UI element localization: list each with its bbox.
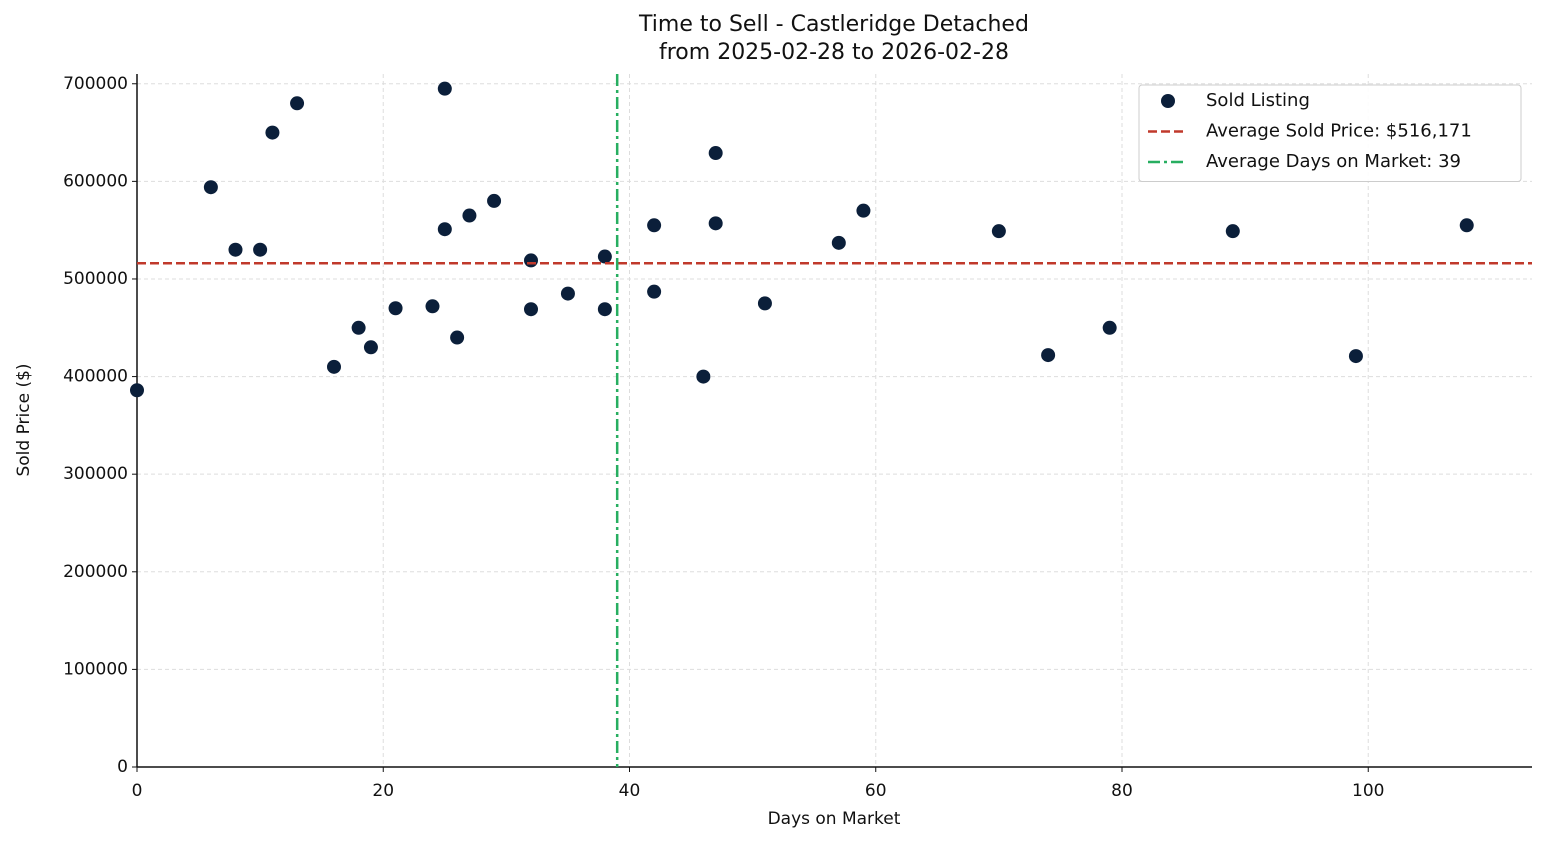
y-tick-label: 0	[117, 757, 128, 777]
legend-label: Sold Listing	[1206, 90, 1310, 111]
point	[450, 330, 465, 345]
x-tick-label: 60	[865, 781, 887, 801]
chart-subtitle: from 2025-02-28 to 2026-02-28	[659, 40, 1009, 65]
point	[708, 216, 723, 231]
point	[831, 235, 846, 250]
point	[1102, 320, 1117, 335]
point	[363, 340, 378, 355]
y-tick-label: 600000	[63, 171, 128, 191]
point	[560, 286, 575, 301]
point	[597, 302, 612, 317]
point	[253, 242, 268, 257]
legend-label: Average Sold Price: $516,171	[1206, 121, 1472, 142]
x-tick-label: 40	[619, 781, 641, 801]
point	[523, 302, 538, 317]
y-axis-label: Sold Price ($)	[14, 363, 34, 476]
point	[523, 253, 538, 268]
point	[597, 249, 612, 264]
x-tick-label: 80	[1111, 781, 1133, 801]
x-tick-label: 0	[132, 781, 143, 801]
legend-marker	[1161, 94, 1175, 108]
legend: Sold Listing Average Sold Price: $516,171…	[1138, 84, 1522, 182]
point	[388, 301, 403, 316]
point	[1041, 348, 1056, 363]
x-tick-label: 20	[372, 781, 394, 801]
y-tick-label: 400000	[63, 367, 128, 387]
y-tick-label: 100000	[63, 659, 128, 679]
point	[991, 224, 1006, 239]
point	[351, 320, 366, 335]
point	[203, 180, 218, 195]
y-tick-label: 200000	[63, 562, 128, 582]
point	[265, 125, 280, 140]
point	[1459, 218, 1474, 233]
y-tick-label: 300000	[63, 464, 128, 484]
legend-box	[1138, 84, 1522, 182]
y-tick-label: 500000	[63, 269, 128, 289]
point	[708, 146, 723, 161]
point	[462, 208, 477, 223]
x-axis-label: Days on Market	[768, 809, 901, 829]
point	[130, 383, 144, 398]
point	[228, 242, 243, 257]
point	[437, 81, 452, 96]
chart-title: Time to Sell - Castleridge Detached	[638, 12, 1029, 37]
point	[326, 359, 341, 374]
legend-label: Average Days on Market: 39	[1206, 151, 1461, 172]
point	[1348, 349, 1363, 364]
point	[1225, 224, 1240, 239]
x-tick-label: 100	[1352, 781, 1384, 801]
point	[696, 369, 711, 384]
point	[425, 299, 440, 314]
point	[647, 284, 662, 299]
point	[856, 203, 871, 218]
y-tick-label: 700000	[63, 74, 128, 94]
point	[487, 193, 502, 208]
point	[757, 296, 772, 311]
point	[437, 222, 452, 237]
point	[647, 218, 662, 233]
point	[290, 96, 305, 111]
